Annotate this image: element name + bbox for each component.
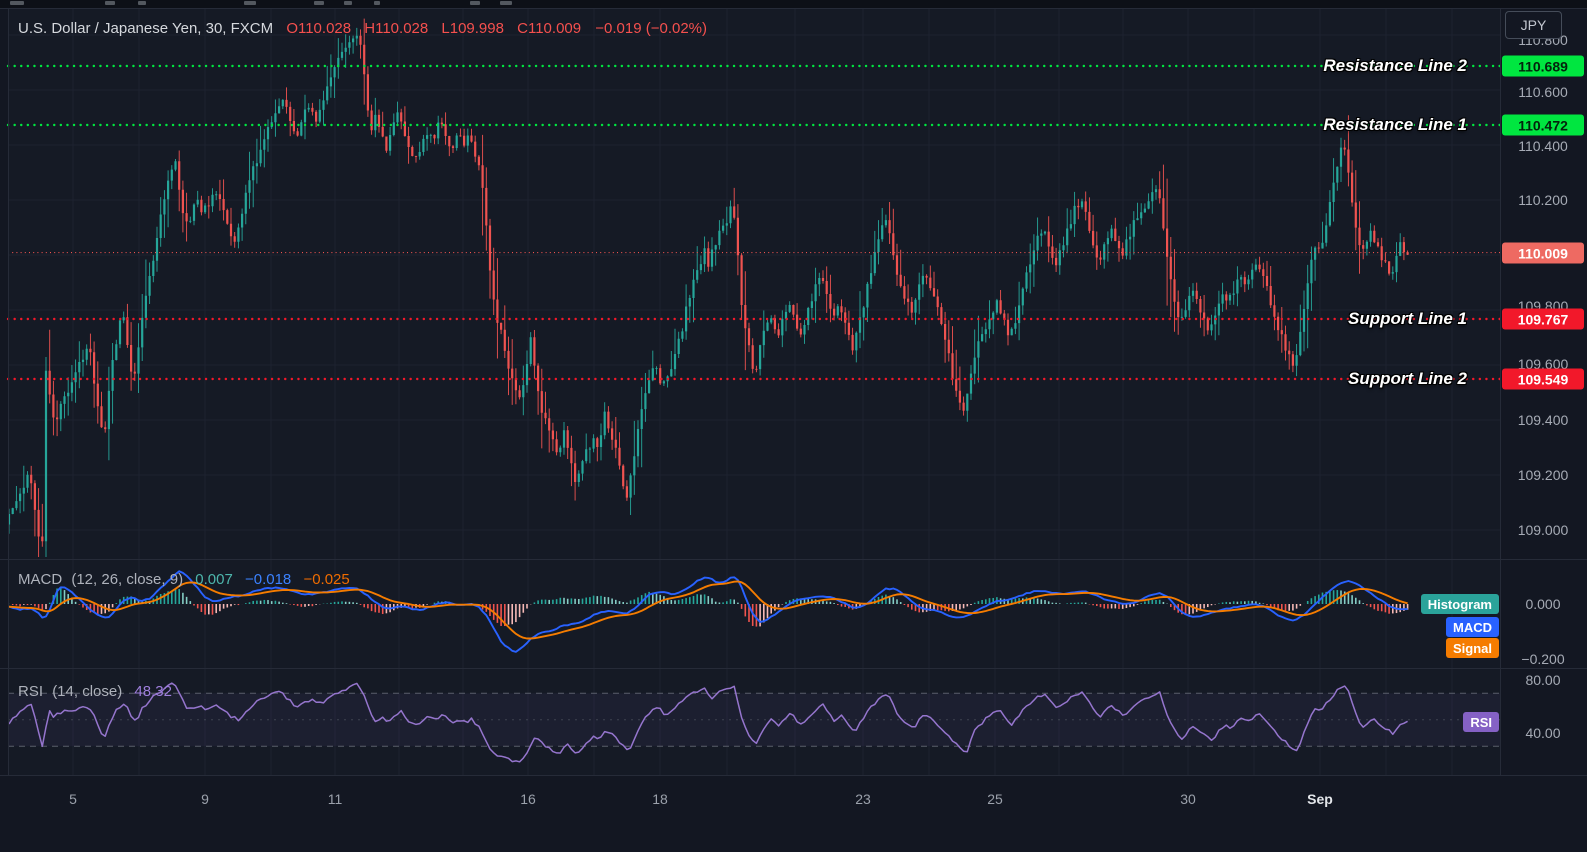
support-line-label[interactable]: Support Line 1 [1348,309,1467,328]
price-axis-tick: 110.400 [1518,138,1568,154]
rsi-series-badge[interactable]: RSI [1463,712,1499,732]
macd-legend[interactable]: MACD (12, 26, close, 9) 0.007 −0.018 −0.… [18,571,350,588]
time-axis-label: 30 [1180,791,1196,807]
currency-toggle-button[interactable]: JPY [1505,11,1562,39]
price-axis-tick: 40.00 [1525,725,1561,741]
price-change: −0.019 (−0.02%) [595,20,708,37]
resistance-line-label[interactable]: Resistance Line 1 [1323,115,1467,134]
time-axis-separator [0,775,1587,776]
symbol-legend[interactable]: U.S. Dollar / Japanese Yen, 30, FXCM O11… [18,20,707,37]
rsi-title: RSI [18,683,44,700]
cropped-text-fragment [105,1,115,5]
macd-series-badge[interactable]: MACD [1446,617,1499,637]
support-price-badge: 109.549 [1502,368,1584,390]
support-price-badge: 109.767 [1502,308,1584,330]
time-axis-label: 16 [520,791,536,807]
time-axis-label: 23 [855,791,871,807]
price-axis-border[interactable] [1500,8,1501,775]
cropped-text-fragment [244,1,256,5]
price-axis-tick: 109.400 [1517,412,1569,428]
price-axis-tick: 80.00 [1525,672,1561,688]
time-axis-label: 9 [201,791,209,807]
price-axis-tick: −0.200 [1521,651,1565,667]
pane-left-border [8,8,9,775]
cropped-text-fragment [138,1,146,5]
time-axis-label: 25 [987,791,1003,807]
candlestick-series[interactable] [8,18,1409,557]
cropped-text-fragment [470,1,480,5]
grid-lines [8,8,1500,775]
cropped-text-fragment [500,1,512,5]
pane-top-border [0,8,1587,9]
time-axis-label: Sep [1307,791,1333,807]
bottom-toolbar: TradingView [0,818,1587,852]
price-axis-tick: 109.200 [1517,467,1569,483]
signal-series-badge[interactable]: Signal [1445,638,1499,658]
price-axis-tick: 110.600 [1518,84,1568,100]
macd-pane-separator[interactable] [0,559,1587,560]
macd-histogram-value: 0.007 [195,571,233,588]
cropped-text-fragment [10,1,24,5]
ohlc-low: L109.998 [441,20,504,37]
price-axis-tick: 0.000 [1525,596,1561,612]
cropped-headline-sliver [0,0,1587,8]
ohlc-close: C110.009 [517,20,582,37]
cropped-text-fragment [344,1,352,5]
last-price-price-badge: 110.009 [1502,242,1584,264]
histogram-series-badge[interactable]: Histogram [1420,594,1499,614]
resistance-price-badge: 110.689 [1502,55,1584,77]
support-line-label[interactable]: Support Line 2 [1348,369,1467,388]
rsi-bands [8,692,1500,747]
macd-signal-value: −0.025 [303,571,350,588]
price-axis-tick: 110.200 [1518,192,1568,208]
cropped-text-fragment [374,1,380,5]
price-axis-tick: 109.000 [1517,522,1569,538]
ohlc-open: O110.028 [286,20,352,37]
symbol-title: U.S. Dollar / Japanese Yen, 30, FXCM [18,20,274,37]
rsi-legend[interactable]: RSI (14, close) 48.32 [18,683,172,700]
level-lines[interactable] [6,64,1502,381]
macd-line-value: −0.018 [244,571,292,588]
resistance-line-label[interactable]: Resistance Line 2 [1323,56,1467,75]
time-axis-label: 18 [652,791,668,807]
rsi-value: 48.32 [134,683,172,700]
rsi-plot[interactable] [8,682,1408,763]
price-axis-tick: 109.600 [1517,356,1569,372]
macd-title: MACD [18,571,63,588]
rsi-params: (14, close) [52,683,123,700]
time-axis-label: 5 [69,791,77,807]
macd-plot[interactable] [8,570,1409,653]
resistance-price-badge: 110.472 [1502,114,1584,136]
cropped-text-fragment [314,1,324,5]
ohlc-high: H110.028 [364,20,429,37]
rsi-pane-separator[interactable] [0,668,1587,669]
time-axis-label: 11 [327,791,343,807]
chart-pane-background [8,8,1500,775]
macd-params: (12, 26, close, 9) [71,571,184,588]
